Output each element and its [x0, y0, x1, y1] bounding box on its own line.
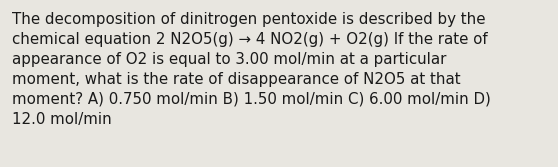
Text: The decomposition of dinitrogen pentoxide is described by the
chemical equation : The decomposition of dinitrogen pentoxid…: [12, 12, 491, 127]
